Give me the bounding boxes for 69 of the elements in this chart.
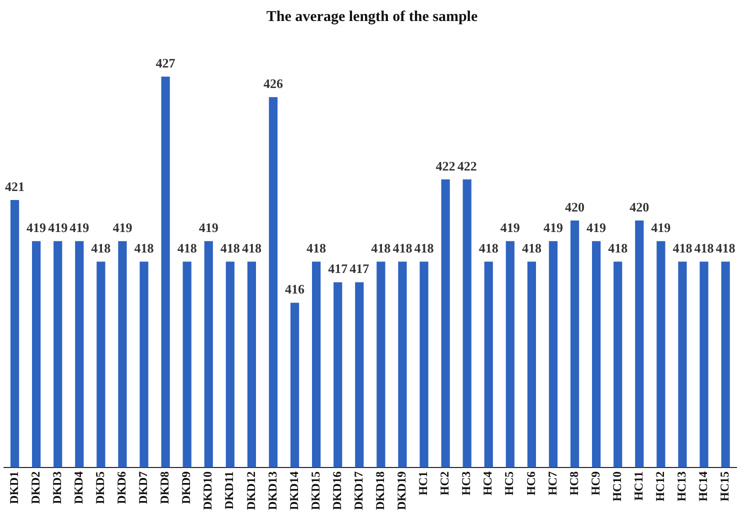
- x-tick-label: HC3: [459, 471, 474, 496]
- data-label: 418: [672, 240, 693, 256]
- x-tick-label: DKD3: [50, 471, 64, 504]
- x-tick-label: HC15: [718, 471, 732, 502]
- x-tick-label: DKD16: [330, 471, 344, 510]
- data-label: 417: [350, 261, 370, 276]
- x-tick-label: DKD15: [308, 471, 322, 510]
- x-tick-label: DKD13: [265, 471, 280, 510]
- x-tick-label: HC10: [610, 471, 624, 502]
- data-label: 419: [70, 220, 90, 235]
- x-tick-label: HC1: [416, 471, 430, 496]
- x-tick-label: HC2: [438, 471, 452, 496]
- x-tick-label: DKD2: [28, 471, 42, 504]
- x-tick-label: DKD10: [200, 471, 215, 510]
- data-label: 422: [457, 158, 477, 174]
- x-tick-label: DKD9: [179, 471, 194, 504]
- data-label: 419: [112, 220, 133, 235]
- data-label: 418: [371, 240, 392, 256]
- x-tick-label: DKD17: [351, 471, 366, 510]
- data-label: 419: [48, 220, 68, 235]
- x-tick-label: HC14: [696, 471, 710, 502]
- x-tick-label: DKD19: [394, 471, 409, 510]
- x-tick-label: DKD1: [6, 471, 21, 504]
- data-label: 418: [242, 240, 262, 256]
- data-label: 418: [522, 240, 542, 256]
- data-label: 418: [91, 240, 112, 256]
- data-label: 419: [198, 220, 219, 235]
- data-label: 416: [285, 282, 306, 297]
- data-label: 418: [306, 240, 327, 256]
- data-label: 419: [500, 220, 520, 235]
- x-tick-label: DKD7: [136, 471, 150, 504]
- data-label: 418: [716, 240, 736, 256]
- x-tick-label: DKD11: [222, 471, 236, 510]
- data-label: 419: [543, 220, 564, 235]
- data-label: 421: [5, 178, 25, 194]
- x-tick-label: HC7: [545, 471, 560, 496]
- data-label: 419: [651, 220, 672, 235]
- x-tick-label: HC9: [588, 471, 602, 496]
- data-label: 417: [328, 261, 348, 276]
- x-tick-label: HC12: [653, 471, 668, 502]
- data-label: 418: [134, 240, 154, 256]
- x-tick-label: DKD5: [93, 471, 108, 504]
- x-tick-label: DKD8: [158, 471, 172, 504]
- x-tick-label: DKD18: [373, 471, 388, 510]
- x-tick-label: DKD12: [244, 471, 258, 510]
- data-label: 418: [414, 240, 434, 256]
- data-label: 420: [565, 199, 585, 214]
- data-label: 418: [478, 240, 499, 256]
- x-tick-label: DKD6: [114, 471, 129, 504]
- data-label: 418: [392, 240, 413, 256]
- x-tick-label: DKD4: [71, 471, 86, 504]
- data-label: 420: [630, 199, 650, 214]
- x-tick-label: HC13: [674, 471, 689, 502]
- data-label: 418: [220, 240, 240, 256]
- data-label: 418: [608, 240, 628, 256]
- data-label: 426: [263, 76, 284, 91]
- x-tick-label: HC6: [524, 471, 538, 496]
- chart-title: The average length of the sample: [266, 8, 478, 25]
- x-tick-label: HC8: [566, 471, 581, 496]
- data-label: 419: [26, 220, 47, 235]
- data-label: 427: [156, 55, 176, 70]
- data-label: 418: [694, 240, 714, 256]
- x-tick-label: DKD14: [286, 471, 301, 510]
- x-tick-label: HC5: [502, 471, 516, 496]
- data-label: 419: [586, 220, 607, 235]
- data-label: 422: [436, 158, 456, 174]
- data-label: 418: [177, 240, 198, 256]
- x-tick-label: HC4: [480, 471, 495, 496]
- x-tick-label: HC11: [631, 471, 646, 501]
